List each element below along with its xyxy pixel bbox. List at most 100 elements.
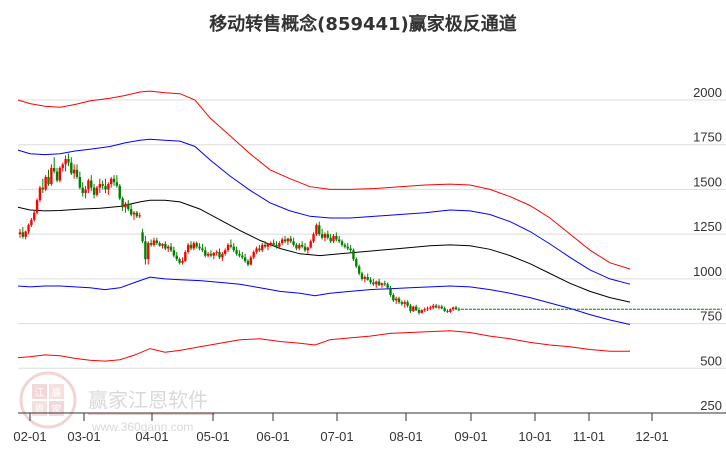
y-tick-label: 1000 xyxy=(693,264,722,279)
candle xyxy=(269,241,272,247)
x-axis-labels: 02-01 03-01 04-01 05-01 06-01 07-01 08-01 09-01… xyxy=(13,413,669,444)
y-tick-label: 500 xyxy=(700,353,722,368)
middle-line-line xyxy=(17,199,631,303)
candle xyxy=(309,239,312,249)
candle xyxy=(110,176,113,188)
candle xyxy=(446,309,449,313)
candle xyxy=(50,164,53,186)
candle xyxy=(18,228,22,238)
candle xyxy=(434,303,438,309)
watermark: 江 赢 恩 家 赢家江恩软件 www.360gann.com xyxy=(19,371,215,434)
candle xyxy=(338,235,341,244)
candle xyxy=(403,300,406,308)
candle xyxy=(340,239,344,247)
candle xyxy=(24,230,27,240)
x-tick-label: 10-01 xyxy=(518,429,551,444)
candle xyxy=(329,234,332,244)
candle xyxy=(38,185,42,202)
candle xyxy=(397,296,401,304)
x-tick-label: 07-01 xyxy=(320,429,353,444)
candle xyxy=(278,241,281,249)
candle xyxy=(215,250,218,256)
candle xyxy=(129,203,133,217)
candle xyxy=(47,169,50,186)
candle xyxy=(275,241,278,249)
candle xyxy=(155,237,158,245)
candle xyxy=(58,166,62,183)
candle xyxy=(167,244,170,253)
candle xyxy=(420,309,424,314)
candle xyxy=(138,212,141,219)
candle xyxy=(295,243,298,251)
candle xyxy=(414,304,418,312)
candle xyxy=(272,239,275,247)
candle xyxy=(132,210,136,220)
candle xyxy=(30,218,33,227)
candle xyxy=(352,248,355,261)
candle xyxy=(281,237,284,245)
candle xyxy=(35,198,39,215)
candle xyxy=(189,241,193,251)
lower-outer-band-line xyxy=(17,330,630,362)
candle xyxy=(349,244,352,253)
candle xyxy=(98,178,101,194)
candle xyxy=(81,182,84,197)
upper-inner-band-line xyxy=(17,138,631,285)
candle xyxy=(184,250,187,262)
candle xyxy=(172,246,176,258)
candle xyxy=(249,255,253,266)
candle xyxy=(360,271,364,281)
x-tick-label: 09-01 xyxy=(454,429,487,444)
x-tick-label: 11-01 xyxy=(573,429,605,444)
candle xyxy=(315,223,318,236)
candle xyxy=(33,210,36,222)
x-tick-label: 04-01 xyxy=(135,429,168,444)
candle xyxy=(437,304,441,310)
candle xyxy=(426,306,429,312)
candle xyxy=(366,273,369,281)
candle xyxy=(241,252,244,260)
candle xyxy=(141,228,144,244)
x-tick-label: 03-01 xyxy=(67,429,100,444)
candle xyxy=(255,246,258,254)
candle xyxy=(164,241,167,251)
candle xyxy=(306,246,310,254)
candle xyxy=(346,243,349,251)
candle xyxy=(355,257,358,269)
candle xyxy=(90,175,93,192)
candle xyxy=(175,252,178,261)
upper-outer-band-line xyxy=(17,90,631,270)
candle xyxy=(300,241,304,249)
candle xyxy=(263,241,267,249)
candle xyxy=(246,259,250,267)
candle xyxy=(161,243,164,249)
x-tick-label: 06-01 xyxy=(256,429,289,444)
candle xyxy=(369,277,372,285)
candle xyxy=(386,282,389,290)
candle xyxy=(27,223,30,235)
candle xyxy=(70,157,73,176)
svg-text:江: 江 xyxy=(35,387,45,399)
candle xyxy=(169,243,173,253)
candle xyxy=(84,185,87,199)
candle xyxy=(449,308,452,313)
candle xyxy=(400,300,404,306)
candle xyxy=(112,175,116,186)
candle xyxy=(392,293,395,303)
candle xyxy=(323,232,327,242)
candle xyxy=(61,162,64,172)
candle xyxy=(101,180,104,190)
candle xyxy=(206,252,210,258)
candle xyxy=(383,280,386,287)
y-tick-label: 1750 xyxy=(693,130,722,145)
candle xyxy=(75,164,79,179)
candle xyxy=(226,243,230,253)
candle xyxy=(432,303,435,310)
candle xyxy=(377,278,381,287)
candle xyxy=(375,280,378,288)
candle xyxy=(423,307,426,312)
candle xyxy=(124,201,127,213)
candle xyxy=(380,282,384,288)
svg-text:赢: 赢 xyxy=(52,386,62,399)
